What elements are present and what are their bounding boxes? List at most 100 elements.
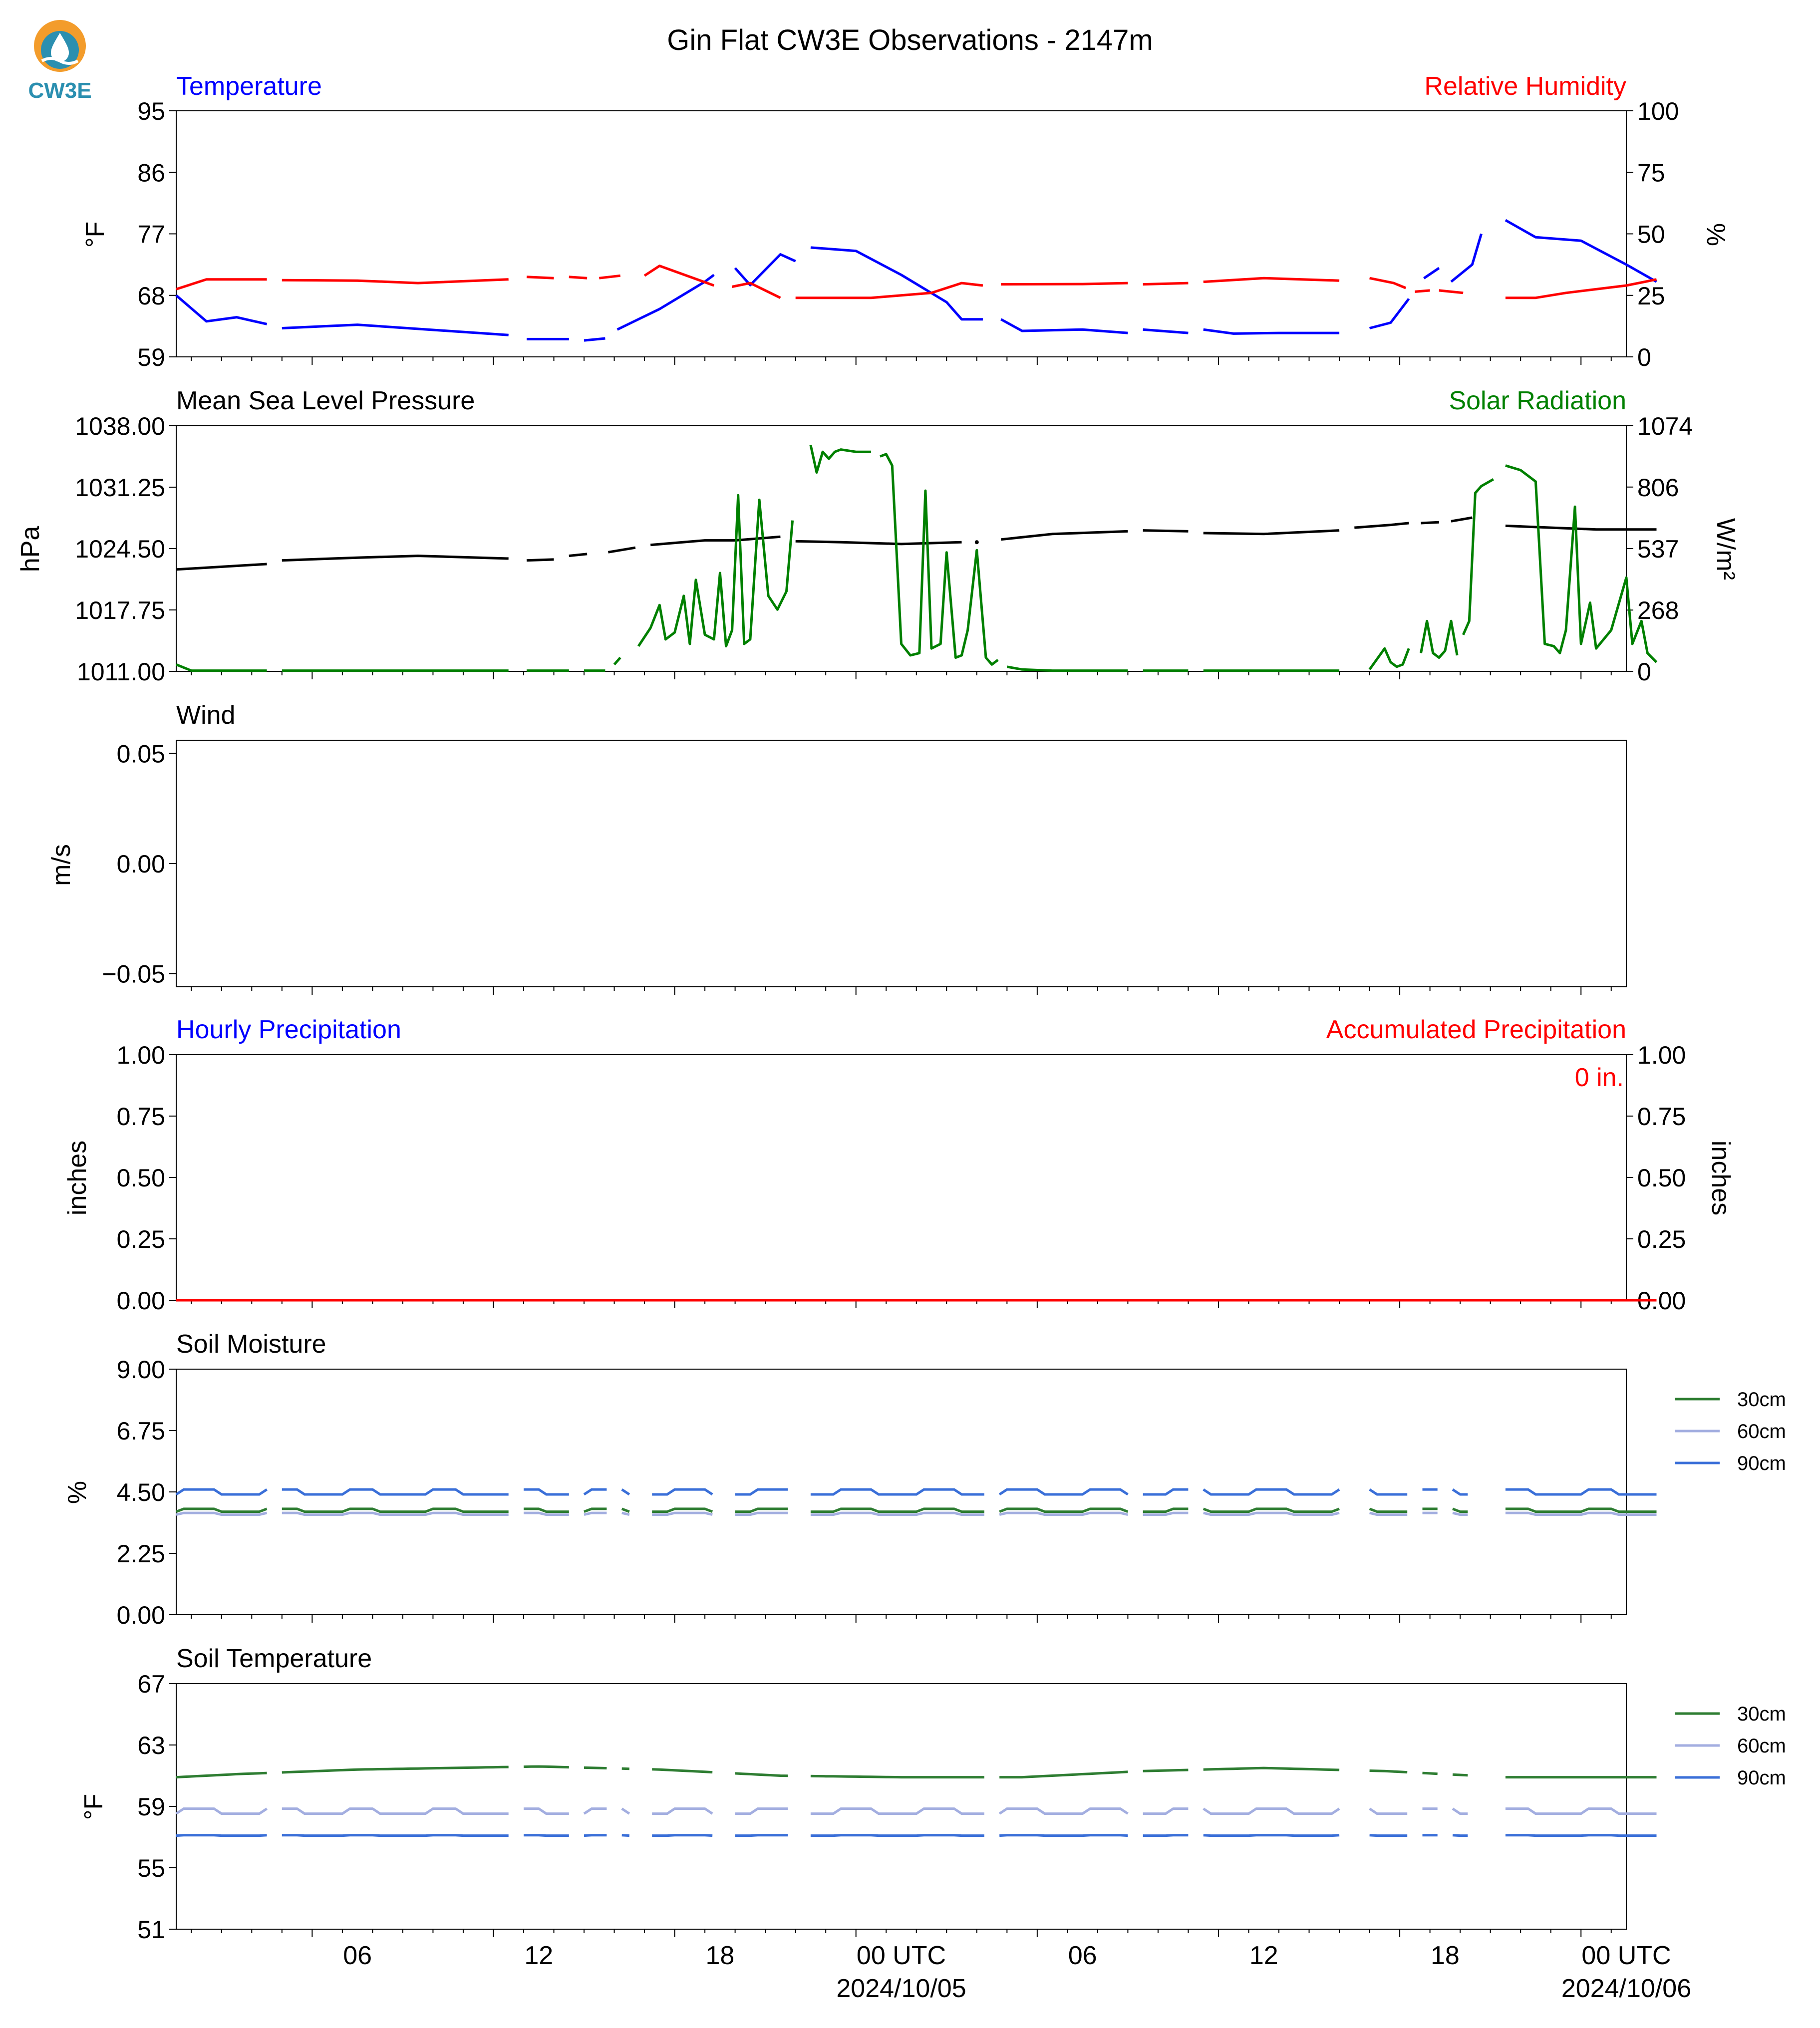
series-line (569, 553, 588, 558)
series-line (795, 282, 983, 299)
y2-tick-label: 75 (1637, 159, 1665, 187)
y-tick-label: 1.00 (117, 1041, 165, 1069)
series-line (1505, 464, 1658, 663)
legend-label: 30cm (1737, 1389, 1786, 1411)
series-line (1451, 516, 1473, 523)
panel-title-soil-moisture: Soil Moisture (176, 1330, 326, 1359)
ylabel-wind: m/s (47, 844, 76, 886)
series-line (282, 555, 509, 562)
y-tick-label: 63 (137, 1732, 165, 1759)
plot-soil-moisture: 0.00 2.25 4.50 6.75 9.00 30cm 60cm 90cm (117, 1356, 1786, 1629)
series-line (1143, 328, 1189, 334)
series-line (1006, 665, 1128, 672)
cw3e-logo: CW3E (28, 20, 92, 103)
ylabel-hourly-precip: inches (63, 1141, 92, 1215)
y-tick-label: 0.00 (117, 1601, 165, 1629)
series-line (734, 253, 796, 287)
series-line (643, 265, 715, 287)
series-line (282, 278, 509, 285)
series-line-90cm (175, 1488, 1657, 1496)
y-tick-label: 1011.00 (77, 658, 165, 686)
panel-title-temperature: Temperature (176, 72, 322, 101)
series-line (176, 663, 267, 672)
precipitation-panel: Hourly Precipitation Accumulated Precipi… (63, 1015, 1735, 1215)
series-line-90cm (176, 1834, 1657, 1837)
y-tick-label: 59 (137, 343, 165, 371)
y2-tick-label: 0.25 (1637, 1225, 1686, 1253)
x-tick-label: 00 UTC (1581, 1941, 1671, 1970)
series-line (607, 546, 636, 554)
x-date-label: 2024/10/06 (1561, 1974, 1691, 2003)
y-tick-label: 1038.00 (75, 412, 165, 440)
y-tick-label: 0.00 (117, 1287, 165, 1315)
x-tick-label: 00 UTC (857, 1941, 946, 1970)
y2-tick-label: 0 (1637, 658, 1651, 686)
wind-panel: Wind m/s (47, 701, 235, 886)
plot-precip: 0.000.250.500.751.000.000.250.500.751.00 (117, 1041, 1686, 1315)
series-line-60cm (175, 1807, 1657, 1815)
series-line (809, 444, 871, 474)
series-line (1462, 478, 1494, 635)
panel-title-solar-radiation: Solar Radiation (1449, 386, 1626, 415)
y2-tick-label: 1074 (1637, 412, 1693, 440)
x-tick-label: 06 (343, 1941, 372, 1970)
panel-title-pressure: Mean Sea Level Pressure (176, 386, 475, 415)
y2-tick-label: 268 (1637, 596, 1679, 624)
logo-drop-icon (51, 33, 69, 62)
x-tick-label: 06 (1068, 1941, 1097, 1970)
y-tick-label: 51 (137, 1916, 165, 1944)
ylabel-pressure: hPa (16, 526, 45, 573)
series-line-60cm (176, 1511, 1657, 1516)
series-line (282, 323, 509, 336)
panel-title-accumulated-precip: Accumulated Precipitation (1326, 1015, 1626, 1044)
y2-tick-label: 1.00 (1637, 1041, 1686, 1069)
temperature-humidity-panel: Temperature Relative Humidity °F % (81, 72, 1730, 248)
series-line (1423, 267, 1440, 280)
y-tick-label: −0.05 (102, 960, 165, 988)
series-line (1000, 318, 1128, 334)
series-line (1505, 524, 1657, 531)
series-line (1203, 328, 1340, 335)
series-line (1439, 289, 1464, 294)
series-line (1143, 282, 1189, 286)
series-line-30cm (176, 1507, 1657, 1513)
series-line (613, 656, 621, 665)
soil-temperature-panel: Soil Temperature °F (79, 1644, 372, 1820)
series-line (175, 294, 268, 325)
figure-title: Gin Flat CW3E Observations - 2147m (667, 24, 1153, 56)
series-line (176, 563, 267, 571)
series-line (1369, 298, 1410, 329)
series-line (1421, 521, 1439, 525)
ylabel-temperature: °F (81, 222, 110, 248)
y-tick-label: 1031.25 (75, 474, 165, 502)
ylabel-accumulated-precip: inches (1706, 1141, 1735, 1215)
y-tick-label: 6.75 (117, 1417, 165, 1445)
y-tick-label: 9.00 (117, 1356, 165, 1384)
x-date-label: 2024/10/05 (836, 1974, 966, 2003)
plot-frame (176, 110, 1627, 357)
y-tick-label: 0.05 (117, 740, 165, 768)
series-line (637, 494, 794, 648)
panel-title-hourly-precip: Hourly Precipitation (176, 1015, 401, 1044)
series-line (1505, 278, 1657, 299)
y2-tick-label: 0 (1637, 343, 1651, 371)
series-line (599, 274, 620, 280)
series-line (795, 540, 962, 546)
plot-soil-temperature: 51 55 59 63 67 30cm 60cm 90cm (137, 1670, 1786, 1944)
series-line-30cm (176, 1765, 1657, 1779)
y-tick-label: 86 (137, 159, 165, 187)
ylabel-soil-moisture: % (63, 1481, 92, 1504)
panel-title-wind: Wind (176, 701, 235, 730)
series-line (569, 276, 588, 280)
accumulated-precip-total: 0 in. (1575, 1063, 1624, 1092)
series-point (974, 540, 979, 545)
series-line (1415, 289, 1430, 293)
plot-pressure-solar: 1011.00 1017.75 1024.50 1031.25 1038.00 0 268 5… (75, 412, 1693, 686)
plot-frame (176, 740, 1627, 987)
y-tick-label: 0.25 (117, 1225, 165, 1253)
y2-tick-label: 806 (1637, 474, 1679, 502)
y-tick-label: 67 (137, 1670, 165, 1698)
y-tick-label: 95 (137, 97, 165, 125)
y2-tick-label: 25 (1637, 282, 1665, 310)
